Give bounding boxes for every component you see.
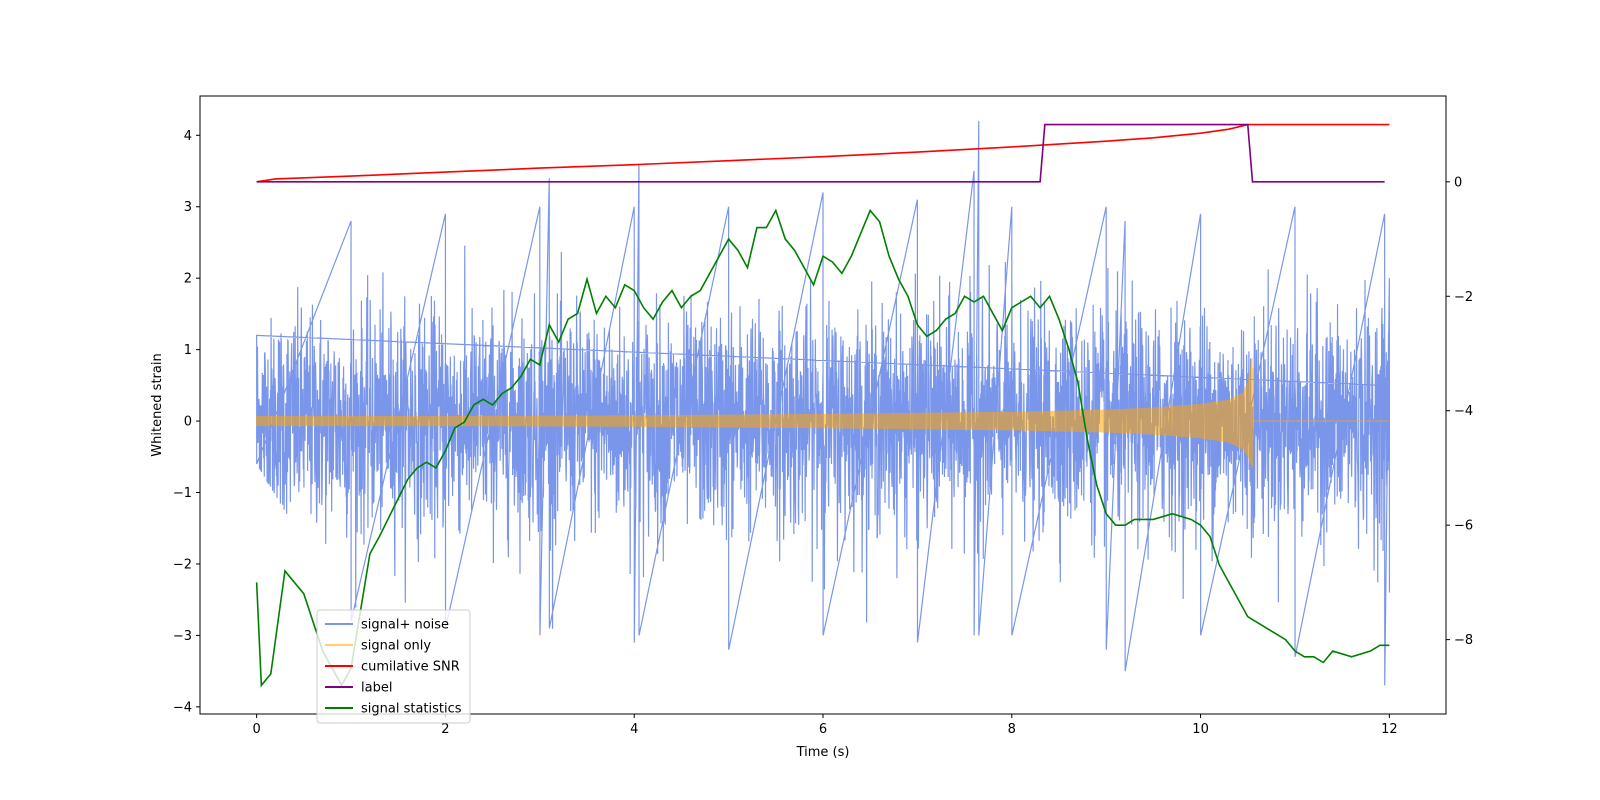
- legend-label: signal statistics: [361, 702, 462, 717]
- legend-box: [316, 609, 471, 724]
- x-tick-label: 2: [441, 722, 449, 737]
- y2-tick-label: −2: [1454, 290, 1473, 305]
- y-tick-label: 3: [184, 200, 192, 215]
- series-signal-noise: [256, 121, 1391, 686]
- plot-area: [199, 95, 1447, 715]
- series-signal-only: [255, 357, 1390, 468]
- legend: signal+ noise signal only cumilative SNR la…: [316, 609, 471, 724]
- series-signal-statistics: [255, 208, 1390, 688]
- y-tick-label: −1: [173, 486, 192, 501]
- y-axis-label: Whitened strain: [150, 353, 165, 456]
- y-tick-label: −3: [173, 629, 192, 644]
- x-axis-label: Time (s): [796, 745, 850, 760]
- legend-label: signal+ noise: [361, 618, 449, 633]
- y-tick-label: 1: [184, 343, 192, 358]
- y-axis-ticks: −4 −3 −2 −1 0 1 2 3 4: [173, 129, 200, 715]
- series-label: [256, 123, 1385, 183]
- x-tick-label: 6: [819, 722, 827, 737]
- y-tick-label: −4: [173, 700, 192, 715]
- x-tick-label: 4: [630, 722, 638, 737]
- y2-tick-label: 0: [1454, 175, 1462, 190]
- x-tick-label: 12: [1381, 722, 1398, 737]
- y2-axis-ticks: −8 −6 −4 −2 0: [1446, 175, 1473, 648]
- x-tick-label: 8: [1008, 722, 1016, 737]
- series-cumulative-snr: [256, 123, 1390, 183]
- legend-label: label: [361, 681, 392, 696]
- legend-label: cumilative SNR: [361, 660, 460, 675]
- legend-label: signal only: [361, 639, 431, 654]
- x-tick-label: 10: [1192, 722, 1209, 737]
- series-layer: [255, 121, 1391, 688]
- y2-tick-label: −6: [1454, 519, 1473, 534]
- y-tick-label: 4: [184, 129, 192, 144]
- y-tick-label: −2: [173, 557, 192, 572]
- y-tick-label: 2: [184, 272, 192, 287]
- y-tick-label: 0: [184, 415, 192, 430]
- y2-tick-label: −4: [1454, 404, 1473, 419]
- y2-tick-label: −8: [1454, 633, 1473, 648]
- x-tick-label: 0: [252, 722, 260, 737]
